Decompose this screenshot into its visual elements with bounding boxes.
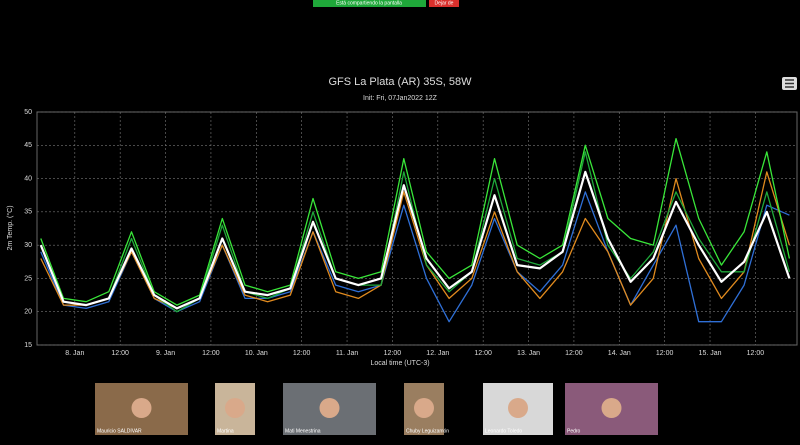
participant-face — [414, 398, 434, 418]
participant-face — [601, 398, 622, 418]
x-tick-label: 14. Jan — [608, 350, 631, 357]
series-line — [40, 191, 790, 323]
y-tick-label: 30 — [24, 242, 32, 249]
y-axis-label: 2m Temp. (°C) — [6, 205, 14, 250]
stop-button-label[interactable]: Dejar de — [435, 0, 454, 6]
participant-face — [131, 398, 152, 418]
participant-face — [319, 398, 340, 418]
x-tick-label: 15. Jan — [699, 350, 722, 357]
y-tick-label: 35 — [24, 209, 32, 216]
x-tick-label: 12:00 — [293, 350, 311, 357]
y-tick-label: 25 — [24, 275, 32, 282]
x-tick-label: 13. Jan — [517, 350, 540, 357]
participant-name: Mauricio SALDIVAR — [97, 428, 142, 434]
chart-subtitle: Init: Fri, 07Jan2022 12Z — [363, 95, 438, 102]
y-tick-label: 40 — [24, 175, 32, 182]
x-tick-label: 10. Jan — [245, 350, 268, 357]
series-line — [39, 170, 791, 310]
y-tick-label: 50 — [24, 109, 32, 116]
y-tick-label: 15 — [24, 342, 32, 349]
y-tick-label: 45 — [24, 142, 32, 149]
x-tick-label: 12:00 — [656, 350, 674, 357]
share-message: Está compartiendo la pantalla — [336, 0, 402, 6]
share-banner — [313, 0, 426, 7]
x-tick-label: 12:00 — [111, 350, 129, 357]
menu-button[interactable] — [782, 77, 797, 90]
x-tick-label: 12:00 — [384, 350, 402, 357]
x-axis-label: Local time (UTC-3) — [370, 360, 429, 367]
participant-name: Chuby Leguizamón — [406, 428, 449, 434]
series-line — [40, 137, 791, 306]
participant-name: Leonardo Toledo — [485, 428, 522, 434]
x-tick-label: 12:00 — [202, 350, 220, 357]
participant-name: Martina — [217, 428, 234, 434]
x-tick-label: 9. Jan — [156, 350, 175, 357]
participant-face — [225, 398, 245, 418]
menu-icon[interactable] — [785, 79, 794, 88]
x-tick-label: 11. Jan — [336, 350, 359, 357]
participant-face — [508, 398, 528, 418]
x-tick-label: 8. Jan — [65, 350, 84, 357]
x-tick-label: 12:00 — [747, 350, 765, 357]
participant-name: Mati Menestrina — [285, 428, 321, 434]
participant-name: Pedro — [567, 428, 581, 434]
stop-button[interactable] — [429, 0, 459, 7]
y-tick-label: 20 — [24, 309, 32, 316]
chart-title: GFS La Plata (AR) 35S, 58W — [328, 76, 472, 88]
x-tick-label: 12. Jan — [426, 350, 449, 357]
x-tick-label: 12:00 — [565, 350, 583, 357]
x-tick-label: 12:00 — [474, 350, 492, 357]
